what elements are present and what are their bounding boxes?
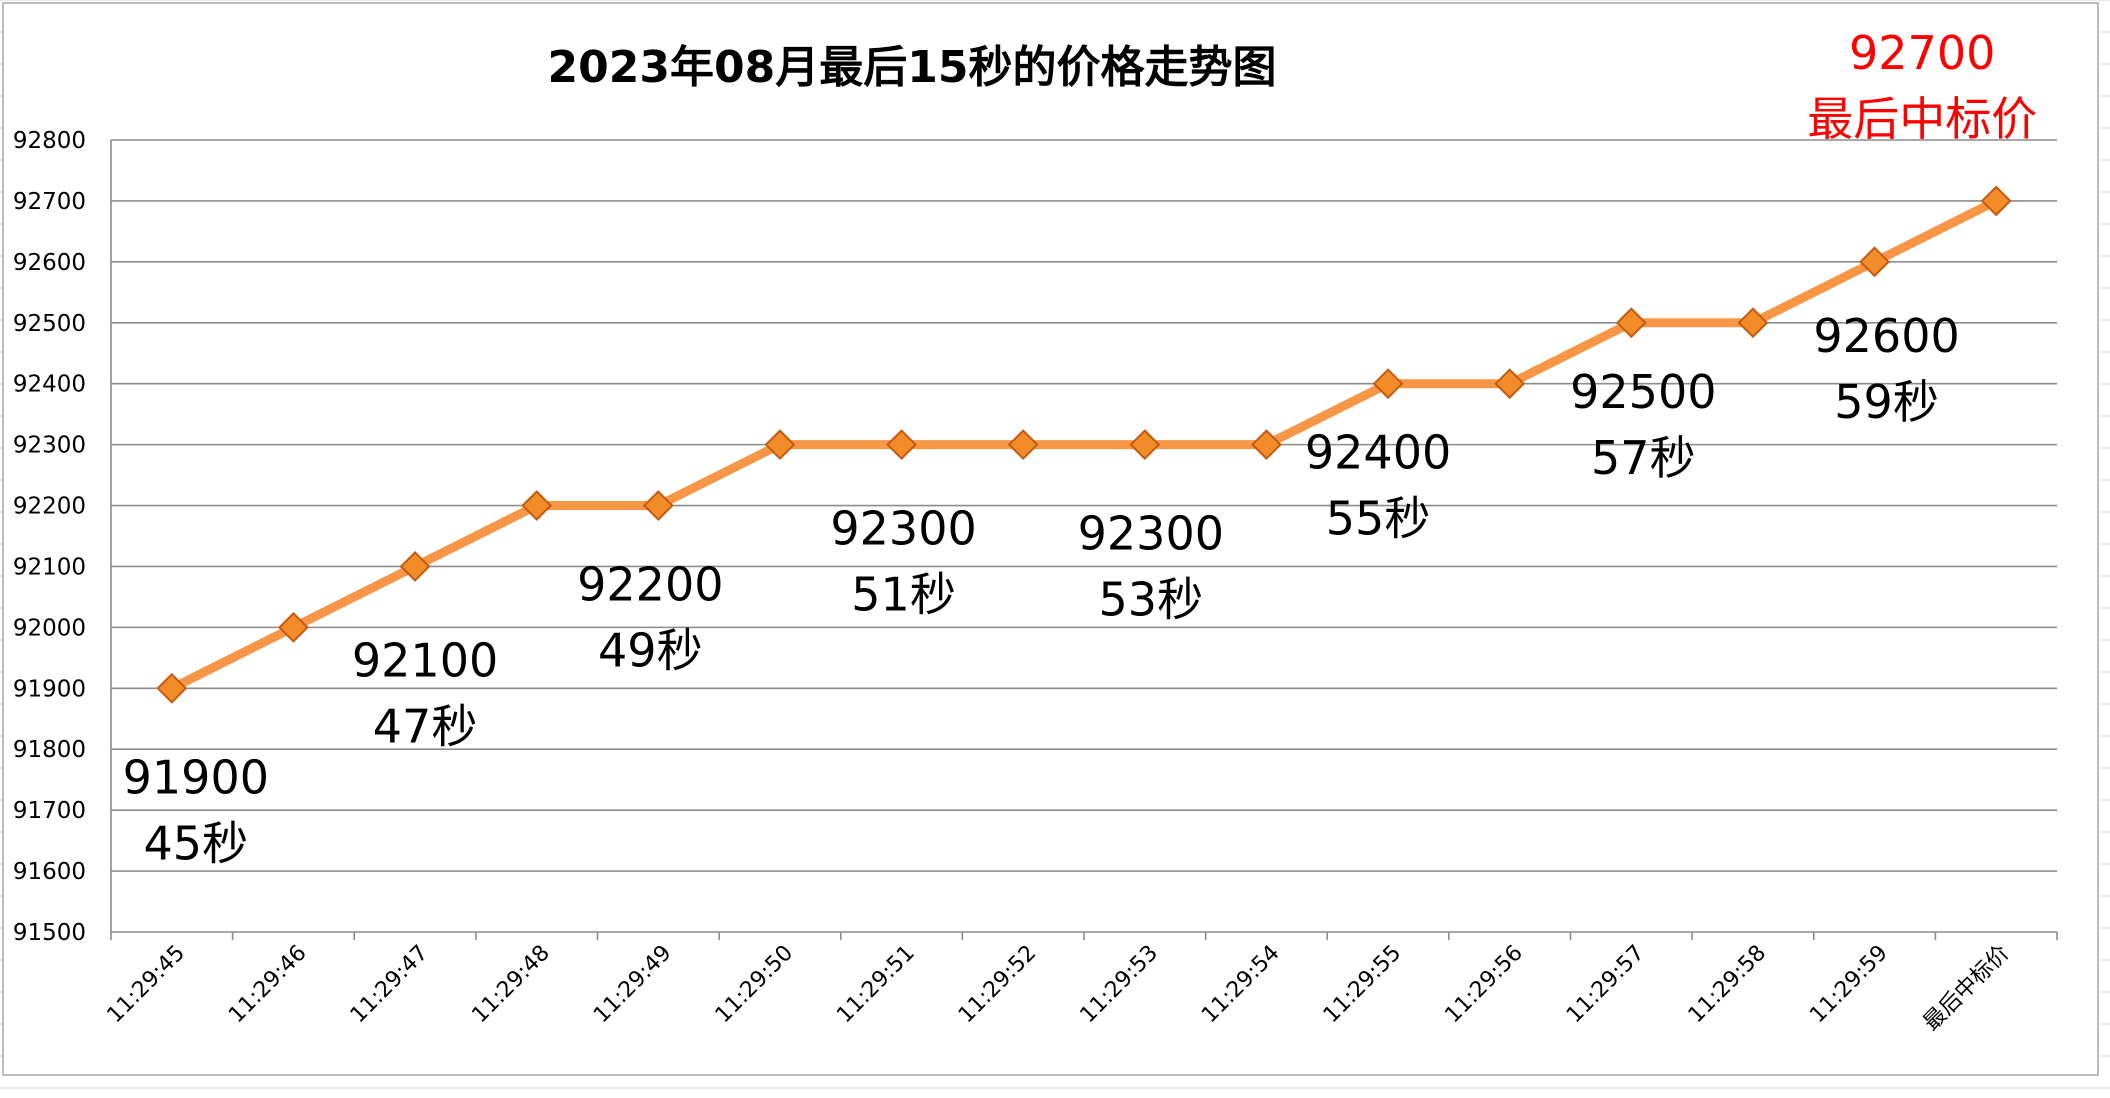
annotation-label: 55秒 [1326,492,1431,546]
data-point-marker[interactable] [278,611,309,643]
annotation-price: 92500 [1570,365,1716,419]
annotation-price: 92200 [577,558,723,612]
annotation-label: 59秒 [1834,375,1939,429]
y-axis: 91500 91600 91700 91800 91900 92000 92100 92200… [13,128,112,946]
annotation-label: 47秒 [373,699,478,753]
annotation-price: 92300 [830,502,976,556]
data-point-marker[interactable] [1007,429,1039,461]
data-point-marker[interactable] [1859,246,1890,278]
data-label-annotations: 91900 45秒 92100 47秒 92200 49秒 92300 51秒 92300 53秒… [123,26,2038,870]
y-tick-label: 91800 [13,737,86,763]
data-point-marker[interactable] [156,672,188,704]
y-tick-label: 91900 [13,676,86,702]
annotation-label: 53秒 [1099,573,1204,627]
annotation-price: 92600 [1813,309,1959,363]
annotation-price: 91900 [123,750,269,804]
y-tick-label: 91500 [13,920,86,946]
data-point-marker[interactable] [764,429,796,461]
y-tick-label: 92500 [13,311,86,337]
annotation-price: 92100 [352,633,498,687]
data-point-marker[interactable] [1980,185,2012,217]
y-tick-label: 91600 [13,859,86,885]
annotation-label: 51秒 [851,568,956,622]
data-point-marker[interactable] [1737,307,1769,339]
annotation-label: 49秒 [598,624,703,678]
data-point-marker[interactable] [1372,368,1404,400]
data-point-marker[interactable] [886,429,917,461]
data-point-marker[interactable] [521,490,553,521]
data-point-marker[interactable] [1129,429,1161,461]
y-tick-label: 92400 [13,372,86,398]
annotation-price: 92300 [1078,507,1224,561]
data-point-marker[interactable] [642,490,674,521]
annotation-price: 92700 [1849,26,1995,80]
data-point-marker[interactable] [1615,307,1647,339]
data-point-marker[interactable] [399,551,431,582]
y-tick-label: 91700 [13,798,86,824]
data-point-marker[interactable] [1494,368,1526,400]
annotation-label: 最后中标价 [1807,92,2037,146]
y-tick-label: 92000 [13,615,86,641]
chart-area[interactable] [2,2,2099,1076]
y-tick-label: 92700 [13,189,86,215]
y-tick-label: 92200 [13,494,86,520]
series-line [167,196,2001,693]
series-price [156,185,2012,704]
y-tick-label: 92300 [13,433,86,459]
annotation-price: 92400 [1305,426,1451,480]
annotation-label: 45秒 [144,816,249,870]
chart-title: 2023年08月最后15秒的价格走势图 [548,42,1277,93]
y-tick-label: 92800 [13,128,86,154]
annotation-label: 57秒 [1591,431,1696,485]
data-point-marker[interactable] [1251,429,1282,461]
y-tick-label: 92600 [13,250,86,276]
y-tick-label: 92100 [13,554,86,580]
